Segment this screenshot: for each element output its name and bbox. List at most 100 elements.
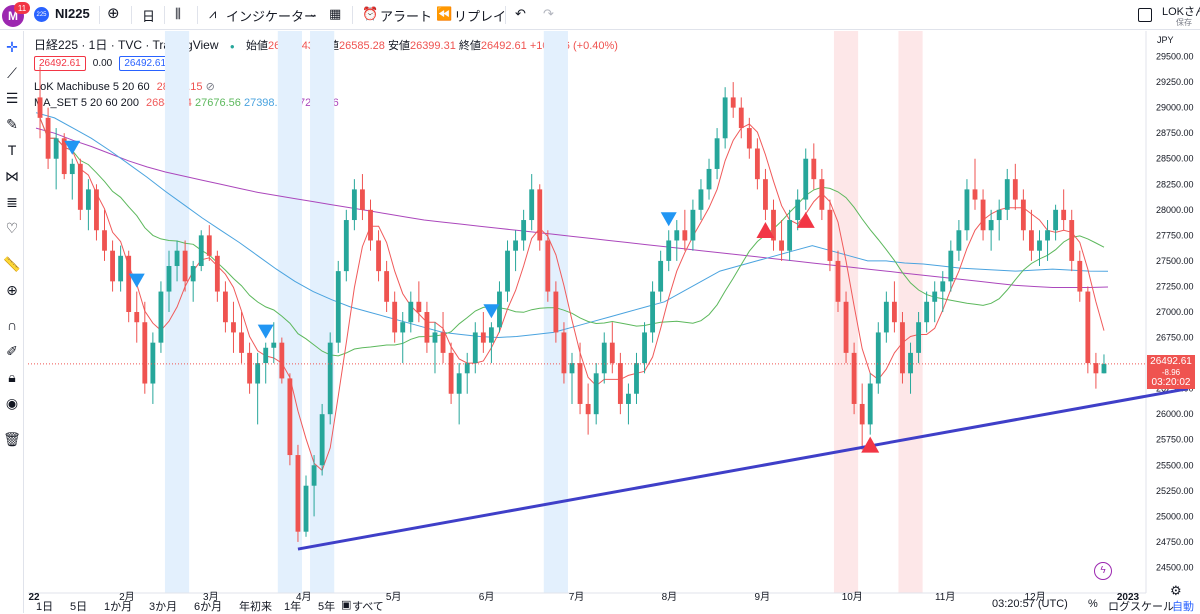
replay-button[interactable]: リプレイ [454, 9, 507, 24]
range-4[interactable]: 6か月 [194, 601, 223, 613]
save-button[interactable]: 保存 [1176, 18, 1192, 27]
candle-body [593, 373, 599, 415]
range-1[interactable]: 5日 [70, 601, 88, 613]
support-trendline [297, 387, 1189, 551]
range-7[interactable]: 5年 [318, 601, 336, 613]
buy-price-box[interactable]: 26492.61 [119, 56, 172, 71]
currency-label[interactable]: JPY [1157, 35, 1174, 45]
indicators-icon[interactable]: ⩘ [209, 6, 217, 21]
candle-body [988, 220, 994, 231]
calendar-icon[interactable]: ▣ [341, 599, 352, 611]
candle-body [295, 455, 301, 532]
bar-countdown-label: 03:20:02 [1147, 377, 1195, 389]
candle-body [585, 403, 591, 415]
candle-body [1029, 230, 1034, 251]
candle-body [827, 209, 833, 261]
candle-body [472, 332, 478, 364]
range-3[interactable]: 3か月 [149, 601, 178, 613]
fib-icon[interactable]: ≣ [6, 194, 18, 210]
symbol-search-button[interactable]: NI225 [55, 6, 90, 21]
zoom-in-icon[interactable]: ⊕ [6, 282, 18, 298]
auto-scale-toggle[interactable]: 自動 [1172, 601, 1194, 613]
crosshair-icon[interactable]: ✛ [6, 39, 18, 55]
layout-name[interactable]: LOKさん [1162, 6, 1200, 18]
range-8[interactable]: すべて [352, 601, 384, 613]
utc-time[interactable]: 03:20:57 (UTC) [992, 598, 1068, 610]
chart-type-candle-icon[interactable]: ⫼ [175, 6, 181, 21]
candle-body [198, 235, 204, 267]
text-icon[interactable]: T [7, 142, 17, 158]
low-value: 26399.31 [409, 40, 456, 52]
compare-add-icon[interactable]: ⊕ [107, 5, 120, 22]
candle-body [1012, 179, 1018, 200]
avatar-letter: M [8, 9, 18, 23]
range-6[interactable]: 1年 [284, 601, 302, 613]
range-0[interactable]: 1日 [36, 601, 54, 613]
sell-signal-marker [796, 211, 815, 228]
indicators-button[interactable]: インジケーター [226, 9, 318, 24]
ruler-icon[interactable]: 📏 [3, 256, 21, 272]
open-value: 26552.43 [268, 40, 314, 52]
percent-toggle[interactable]: % [1088, 598, 1098, 610]
brush-icon[interactable]: ✎ [6, 116, 18, 132]
symbol-logo-icon: 225 [34, 7, 49, 22]
candle-body [69, 163, 75, 175]
magnet-icon[interactable]: ∩ [6, 317, 18, 333]
indicator-legend-1[interactable]: LoK Machibuse 5 20 60 28536.15 ⊘ [34, 80, 215, 93]
high-value: 26585.28 [339, 40, 385, 52]
candle-body [843, 301, 849, 353]
candle-body [763, 179, 768, 210]
redo-icon[interactable]: ↷ [543, 6, 554, 21]
sell-signal-marker [756, 222, 775, 239]
candle-body [464, 363, 470, 374]
lightning-icon[interactable]: ϟ [1094, 562, 1112, 580]
replay-icon[interactable]: ⏪ [436, 6, 453, 21]
interval-button[interactable]: 日 [142, 9, 156, 24]
last-price-label: 26492.61 [1147, 355, 1195, 368]
chart-title[interactable]: 日経225 · 1日 · TVC · TradingView [34, 38, 219, 52]
buy-signal-marker [257, 324, 274, 339]
horizontal-lines-icon[interactable]: ☰ [5, 90, 19, 106]
candle-body [1053, 209, 1059, 231]
y-tick-label: 28000.00 [1156, 205, 1194, 215]
layout-grid-icon[interactable]: ▦ [329, 6, 342, 21]
chevron-down-icon[interactable]: ⌄ [309, 9, 318, 20]
trash-icon[interactable]: 🗑︎ [3, 431, 21, 447]
candle-body [351, 189, 357, 221]
ohlc-values: 始値26552.43 高値26585.28 安値26399.31 終値26492… [246, 40, 618, 52]
hidden-eye-icon[interactable]: ⊘ [205, 81, 215, 93]
undo-icon[interactable]: ↶ [515, 6, 526, 21]
candle-body [771, 209, 776, 241]
candle-body [875, 332, 881, 384]
heart-icon[interactable]: ♡ [5, 220, 19, 236]
alert-button[interactable]: アラート [380, 9, 433, 24]
lock-icon[interactable]: 🔒︎ [8, 369, 16, 385]
log-scale-toggle[interactable]: ログスケール [1108, 601, 1174, 613]
settings-gear-icon[interactable]: ⚙ [1170, 583, 1182, 598]
candle-body [916, 322, 922, 353]
y-tick-label: 25750.00 [1156, 435, 1194, 445]
range-5[interactable]: 年初来 [239, 601, 272, 613]
lock-drawing-icon[interactable]: ✐ [6, 343, 18, 359]
candle-body [553, 291, 559, 333]
eye-icon[interactable]: ◉ [5, 395, 19, 411]
y-tick-label: 29250.00 [1156, 77, 1194, 87]
highlight-band [277, 31, 302, 593]
trend-line-icon[interactable]: ⟋ [7, 65, 17, 81]
indicator-legend-2[interactable]: MA_SET 5 20 60 200 26842.54 27676.56 273… [34, 97, 339, 109]
candle-body [964, 189, 970, 231]
alarm-clock-icon[interactable]: ⏰ [362, 6, 379, 21]
pattern-icon[interactable]: ⋈ [5, 168, 19, 184]
candle-body [617, 363, 623, 404]
candle-body [666, 240, 672, 261]
candle-body [1093, 363, 1099, 374]
candle-body [1069, 220, 1075, 261]
checkbox-icon[interactable] [1138, 8, 1152, 22]
candle-body [1037, 240, 1042, 251]
divider [99, 6, 100, 24]
range-2[interactable]: 1か月 [104, 601, 133, 613]
candle-body [182, 250, 188, 282]
candle-body [932, 291, 938, 302]
sell-price-box[interactable]: 26492.61 [34, 56, 86, 71]
chart-legend: 日経225 · 1日 · TVC · TradingView ● 始値26552… [34, 36, 618, 53]
